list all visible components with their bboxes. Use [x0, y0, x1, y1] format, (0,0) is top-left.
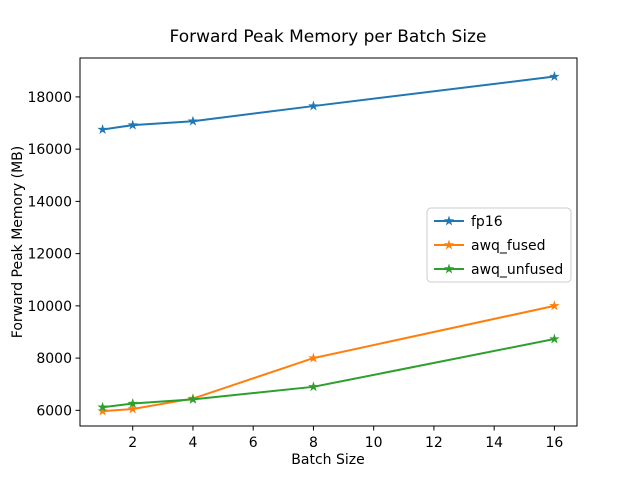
data-point-marker-fp16 [549, 71, 560, 81]
x-tick-label: 6 [249, 435, 258, 451]
legend-swatch-marker-fp16 [443, 215, 455, 226]
y-tick-label: 10000 [27, 299, 72, 315]
data-point-marker-awq_fused [97, 405, 108, 416]
legend-swatch-marker-awq_unfused [443, 263, 455, 274]
data-point-marker-fp16 [308, 100, 319, 111]
y-axis-label: Forward Peak Memory (MB) [10, 146, 26, 338]
y-tick-label: 14000 [27, 194, 72, 210]
y-tick-label: 8000 [36, 351, 72, 367]
series-line-fp16 [101, 75, 556, 131]
x-tick-label: 16 [545, 435, 563, 451]
x-tick-label: 10 [365, 435, 383, 451]
data-point-marker-awq_unfused [308, 381, 319, 392]
series-line-awq_unfused [101, 338, 556, 409]
legend-swatch-marker-awq_fused [443, 239, 455, 250]
x-tick-label: 4 [188, 435, 197, 451]
data-point-marker-awq_fused [127, 403, 138, 414]
x-tick-label: 14 [485, 435, 503, 451]
data-point-marker-awq_fused [549, 300, 560, 311]
legend-box [426, 207, 572, 283]
legend-label-fp16: fp16 [471, 214, 503, 230]
data-point-marker-awq_unfused [127, 398, 138, 408]
data-point-marker-awq_unfused [187, 393, 199, 404]
data-point-marker-fp16 [97, 124, 108, 135]
data-point-marker-awq_fused [308, 352, 319, 363]
data-point-marker-fp16 [187, 115, 199, 126]
y-tick-label: 12000 [27, 247, 72, 263]
x-tick-label: 2 [128, 435, 137, 451]
y-tick-label: 6000 [36, 403, 72, 419]
legend-label-awq_unfused: awq_unfused [471, 262, 563, 278]
x-tick-label: 8 [309, 435, 318, 451]
y-tick-label: 16000 [27, 142, 72, 158]
x-tick-label: 12 [425, 435, 443, 451]
data-point-marker-awq_unfused [97, 401, 108, 412]
y-tick-label: 18000 [27, 90, 72, 106]
axes-border [79, 57, 578, 427]
x-axis-label: Batch Size [291, 452, 364, 468]
plot-area: 2 4 6 8 10 12 14 16 6000 8000 10000 12000 14000 16000… [27, 57, 578, 451]
series-line-awq_fused [101, 304, 556, 413]
data-point-marker-fp16 [127, 119, 138, 130]
data-point-marker-awq_unfused [549, 333, 560, 344]
legend-label-awq_fused: awq_fused [471, 238, 546, 254]
chart-title: Forward Peak Memory per Batch Size [170, 27, 487, 47]
